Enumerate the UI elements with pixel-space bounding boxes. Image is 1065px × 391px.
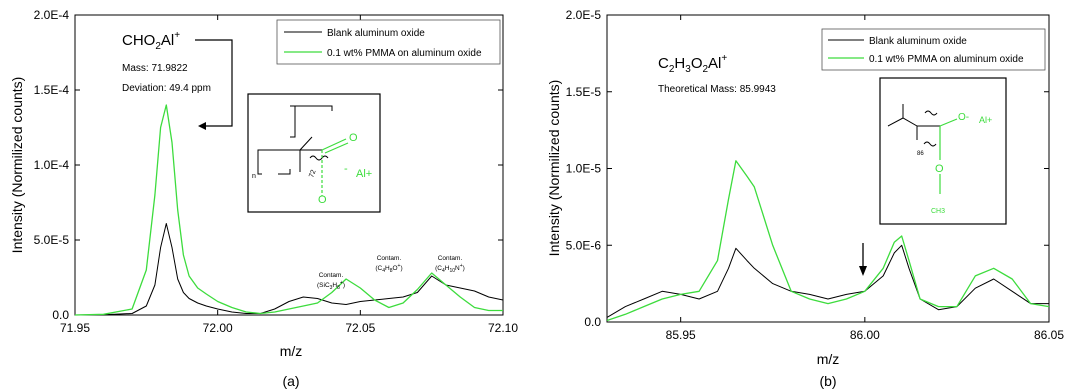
y-tick-labels: 0.0 5.0E-5 1.0E-4 1.5E-4 2.0E-4: [34, 8, 70, 322]
axis-ticks: [74, 14, 504, 316]
series-line-blank: [74, 223, 504, 316]
structure-inset: n 72 O O - Al+: [247, 93, 381, 213]
formula-part: H: [674, 55, 685, 72]
x-tick-label: 72.05: [345, 321, 375, 335]
structure-text: 72: [308, 169, 317, 179]
y-tick-label: 5.0E-5: [34, 233, 70, 247]
anion-label: O-: [958, 112, 969, 123]
legend-label: 0.1 wt% PMMA on aluminum oxide: [327, 48, 482, 59]
structure-text: n: [252, 173, 256, 180]
formula-sub: 3: [685, 64, 691, 75]
chart-a: 0.0 5.0E-5 1.0E-4 1.5E-4 2.0E-4 71.95 72.00 72…: [9, 8, 518, 389]
x-tick-label: 86.05: [1034, 328, 1064, 342]
y-axis-label: Intensity (Normilized counts): [9, 77, 25, 254]
panel-label: (a): [282, 373, 299, 389]
legend-label: Blank aluminum oxide: [869, 36, 967, 47]
series-group: [606, 160, 1050, 322]
x-tick-label: 86.00: [850, 328, 880, 342]
structure-bonds-green: [939, 118, 958, 194]
legend-box: [821, 28, 1046, 71]
cation-label: Al+: [979, 115, 992, 125]
chart-b: 0.0 5.0E-6 1.0E-5 1.5E-5 2.0E-5 85.95 86.00 86…: [546, 8, 1064, 389]
y-tick-label: 1.0E-4: [34, 158, 70, 172]
y-tick-label: 0.0: [52, 308, 69, 322]
x-tick-label: 72.10: [488, 321, 518, 335]
y-tick-labels: 0.0 5.0E-6 1.0E-5 1.5E-5 2.0E-5: [566, 8, 602, 329]
structure-text: 86: [917, 151, 924, 157]
contam-formula: (C4H8O+): [375, 263, 402, 274]
cation-label: Al+: [356, 168, 372, 180]
deviation-label: Deviation: 49.4 ppm: [122, 83, 211, 94]
y-tick-label: 1.5E-4: [34, 83, 70, 97]
mass-label: Theoretical Mass: 85.9943: [658, 84, 776, 95]
oxygen-label: O: [935, 163, 944, 175]
pointer-arrow: [195, 39, 233, 127]
formula-sub: 2: [702, 64, 708, 75]
structure-bonds-black: [887, 104, 940, 147]
y-tick-label: 0.0: [584, 315, 601, 329]
formula-sub: 2: [669, 64, 675, 75]
contam-labels: Contam. (SiC3H8+) Contam. (C4H8O+) Conta…: [317, 255, 465, 291]
formula-part: C: [658, 55, 669, 72]
y-tick-label: 2.0E-5: [566, 8, 602, 22]
legend: Blank aluminum oxide 0.1 wt% PMMA on alu…: [276, 19, 501, 65]
x-tick-labels: 71.95 72.00 72.05 72.10: [60, 321, 518, 335]
inset-box: [247, 93, 381, 213]
formula-label: CHO2Al+: [122, 30, 180, 52]
legend-box: [276, 19, 501, 65]
formula-sup: +: [174, 30, 180, 41]
series-line-pmma: [74, 104, 503, 316]
structure-bonds-black: [257, 105, 333, 175]
contam-label: Contam.: [377, 255, 402, 262]
marker-arrowhead: [859, 266, 867, 276]
y-tick-label: 1.5E-5: [566, 85, 602, 99]
contam-label: Contam.: [438, 255, 463, 262]
x-tick-label: 71.95: [60, 321, 90, 335]
axis-ticks: [607, 14, 1050, 323]
contam-formula: (SiC3H8+): [317, 280, 345, 291]
formula-part: Al: [708, 55, 721, 72]
formula-part: Al: [161, 32, 174, 49]
formula-label: C2H3O2Al+: [658, 53, 727, 75]
inset-box: [879, 77, 1007, 225]
series-group: [74, 104, 504, 316]
contam-formula: (C4H10N+): [435, 263, 465, 274]
y-tick-label: 1.0E-5: [566, 162, 602, 176]
methyl-label: CH3: [931, 208, 945, 215]
legend: Blank aluminum oxide 0.1 wt% PMMA on alu…: [821, 28, 1046, 71]
oxygen-label: O: [349, 132, 358, 144]
formula-sub: 2: [155, 41, 161, 52]
structure-inset: 86 O- Al+ O CH3: [879, 77, 1007, 225]
x-tick-label: 72.00: [203, 321, 233, 335]
formula-part: O: [691, 55, 703, 72]
formula-sup: +: [721, 53, 727, 64]
mass-label: Mass: 71.9822: [122, 63, 188, 74]
legend-label: Blank aluminum oxide: [327, 28, 425, 39]
x-tick-labels: 85.95 86.00 86.05: [666, 328, 1065, 342]
x-axis-label: m/z: [817, 351, 840, 367]
y-tick-label: 5.0E-6: [566, 238, 602, 252]
legend-label: 0.1 wt% PMMA on aluminum oxide: [869, 54, 1024, 65]
oxygen-label: O: [318, 194, 327, 206]
y-axis-label: Intensity (Normilized counts): [546, 80, 562, 257]
panel-label: (b): [819, 373, 836, 389]
anion-label: -: [344, 163, 348, 175]
x-axis-label: m/z: [280, 343, 303, 359]
contam-label: Contam.: [319, 272, 344, 279]
pointer-arrowhead: [198, 122, 206, 130]
series-line-pmma: [606, 160, 1050, 322]
y-tick-label: 2.0E-4: [34, 8, 70, 22]
structure-bonds-green: [321, 138, 349, 196]
formula-part: CHO: [122, 32, 155, 49]
x-tick-label: 85.95: [666, 328, 696, 342]
series-line-blank: [606, 244, 1049, 318]
